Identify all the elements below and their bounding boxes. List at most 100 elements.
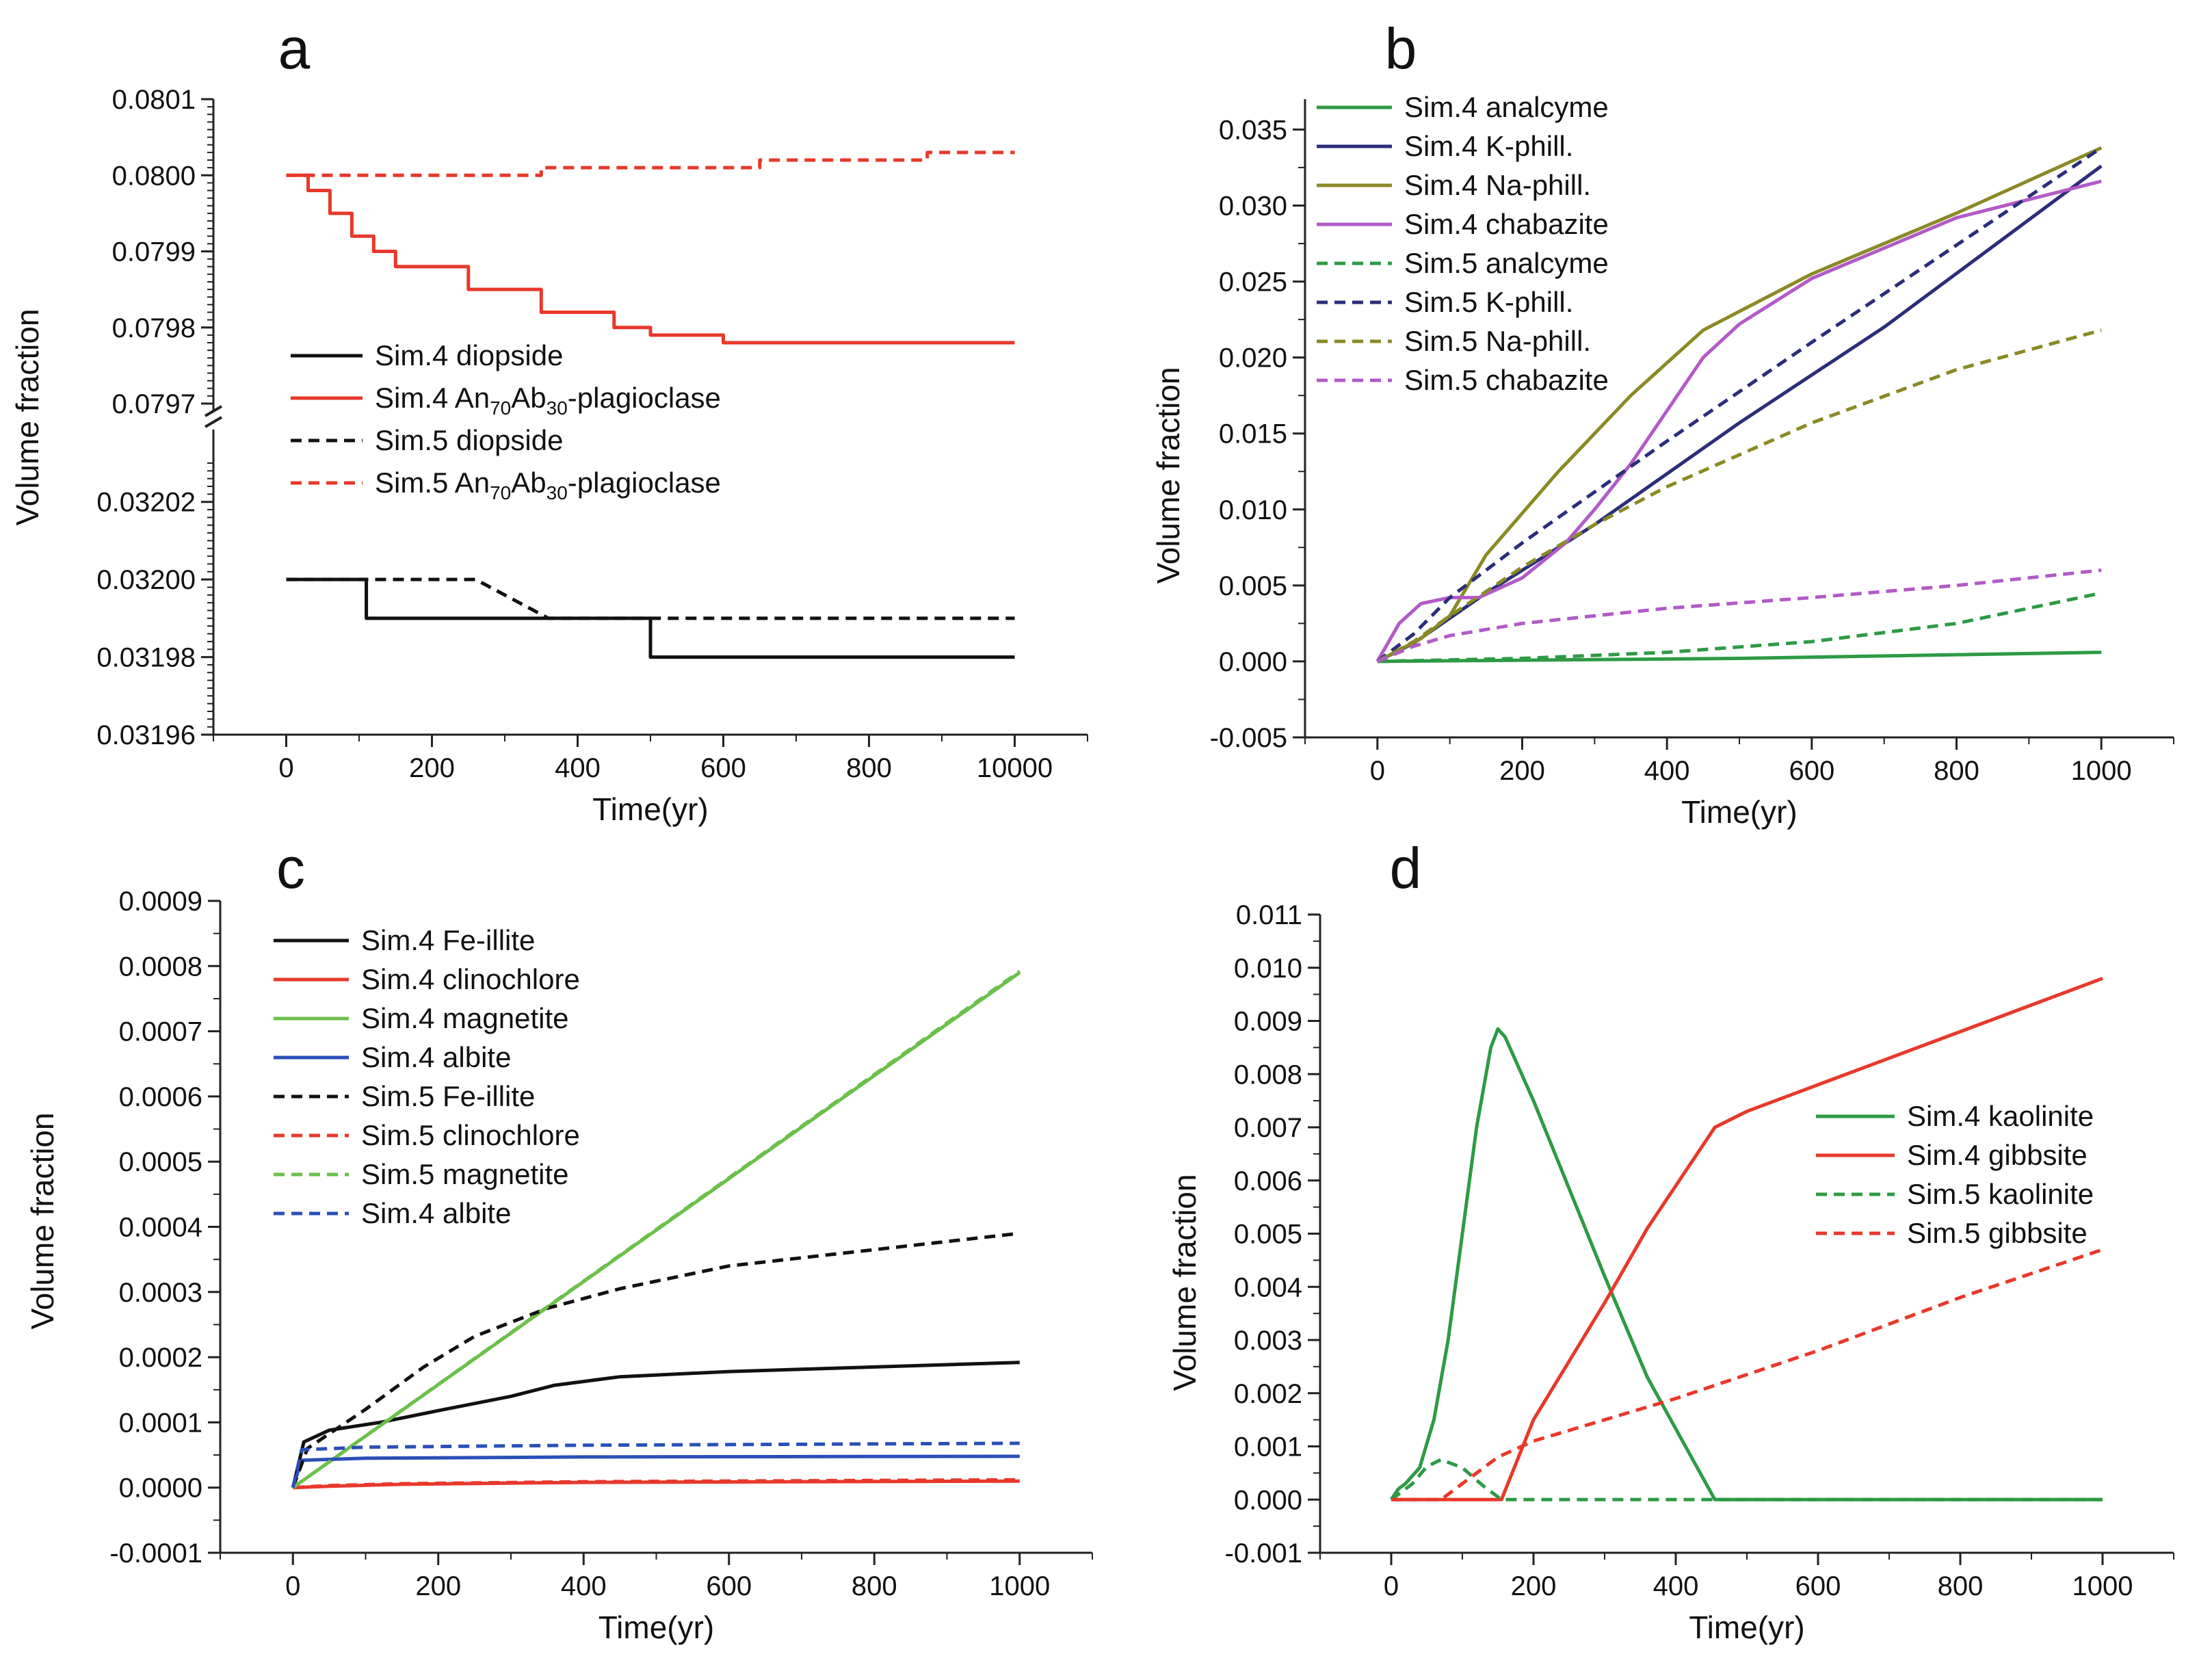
legend-label: Sim.5 clinochlore (361, 1119, 580, 1151)
x-axis-title: Time(yr) (598, 1610, 714, 1645)
y-tick-label: 0.0801 (112, 85, 196, 115)
x-axis-title: Time(yr) (1681, 794, 1797, 830)
legend-subscript: 30 (547, 482, 568, 503)
x-tick-label: 400 (555, 753, 601, 783)
x-tick-label: 400 (1644, 756, 1690, 786)
series-line-sim-5-fe-illite (291, 1231, 1021, 1488)
legend-label: Sim.4 chabazite (1404, 208, 1609, 240)
panel-label-b: b (1385, 16, 1417, 81)
legend-text-part: Ab (511, 467, 546, 499)
x-axis-title: Time(yr) (1689, 1610, 1804, 1645)
series-line-sim-5-k-phill- (1376, 146, 2103, 663)
series-line-sim-4-fe-illite (291, 1361, 1020, 1488)
series-line-sim-5-na-phill- (1376, 328, 2102, 664)
legend-label: Sim.4 Na-phill. (1404, 169, 1591, 201)
y-tick-label: 0.015 (1219, 419, 1287, 449)
y-tick-label: 0.03196 (96, 720, 196, 750)
y-tick-label: 0.0798 (112, 313, 196, 343)
legend-text-part: Ab (511, 382, 546, 414)
panel-label-a: a (278, 16, 311, 81)
legend-label: Sim.4 An70Ab30-plagioclase (375, 382, 721, 419)
series-line-sim-4-chabazite (1375, 179, 2102, 663)
y-tick-label: 0.002 (1234, 1379, 1302, 1409)
y-tick-label: 0.008 (1234, 1060, 1302, 1090)
series-line-sim-4-k-phill- (1376, 164, 2103, 664)
legend-label: Sim.4 gibbsite (1907, 1139, 2088, 1171)
x-tick-label: 800 (846, 753, 892, 783)
y-tick-label: 0.03202 (96, 488, 196, 518)
legend-label: Sim.5 kaolinite (1907, 1178, 2094, 1210)
legend-label: Sim.4 clinochlore (361, 963, 580, 995)
series-line-sim-5-analcyme (1377, 591, 2102, 664)
x-tick-label: 200 (1499, 756, 1545, 786)
x-tick-label: 200 (415, 1571, 461, 1601)
x-tick-label: 0 (1384, 1571, 1399, 1601)
y-tick-label: 0.010 (1219, 495, 1287, 525)
series-line-sim-4-gibbsite (1391, 976, 2103, 1501)
legend-label: Sim.5 gibbsite (1907, 1217, 2088, 1249)
y-tick-label: 0.0009 (119, 887, 202, 917)
legend-label: Sim.5 Fe-illite (361, 1080, 535, 1112)
y-tick-label: 0.030 (1219, 192, 1287, 222)
y-tick-label: 0.0000 (119, 1473, 202, 1504)
x-axis-b: 0 200 400 600 800 1000 Time(yr) (1304, 736, 2174, 830)
y-tick-label: 0.009 (1234, 1007, 1302, 1037)
y-tick-label: 0.004 (1234, 1272, 1302, 1302)
series-line-sim-5-clinochlore (293, 1478, 1020, 1490)
y-tick-label: 0.0799 (112, 237, 196, 267)
y-tick-label: 0.0797 (112, 389, 196, 419)
y-tick-label: 0.025 (1219, 267, 1287, 298)
y-tick-label: 0.001 (1234, 1432, 1302, 1462)
panel-label-d: d (1390, 836, 1422, 900)
legend-subscript: 70 (490, 397, 511, 419)
x-tick-label: 200 (1511, 1571, 1557, 1601)
y-tick-label: 0.0004 (119, 1213, 202, 1243)
legend-text-part: Sim.5 An (375, 467, 490, 499)
legend-label: Sim.5 chabazite (1404, 364, 1609, 396)
legend-text-part: Sim.4 An (375, 382, 490, 414)
x-tick-label: 10000 (977, 753, 1053, 783)
legend-label: Sim.4 K-phill. (1404, 130, 1573, 162)
x-tick-label: 400 (1653, 1571, 1699, 1601)
y-tick-label: 0.0008 (119, 951, 202, 982)
y-tick-label: 0.005 (1234, 1220, 1302, 1250)
legend-d: Sim.4 kaolinite Sim.4 gibbsite Sim.5 kaoli… (1816, 1100, 2094, 1249)
legend-label: Sim.4 magnetite (361, 1002, 568, 1034)
legend-label: Sim.5 An70Ab30-plagioclase (375, 467, 721, 503)
legend-label: Sim.5 analcyme (1404, 247, 1609, 279)
legend-label: Sim.4 diopside (375, 339, 563, 371)
y-tick-label: 0.000 (1234, 1485, 1302, 1515)
y-tick-label: 0.0002 (119, 1343, 202, 1373)
y-tick-label: 0.0001 (119, 1408, 202, 1438)
y-axis-a: 0.0797 0.0798 0.0799 0.0800 0.0801 0.03196 0.0… (96, 85, 223, 750)
y-tick-label: 0.020 (1219, 343, 1287, 373)
series-line-sim-5-gibbsite (1391, 1248, 2103, 1501)
y-axis-title: Volume fraction (1167, 1174, 1202, 1391)
y-tick-label: 0.000 (1219, 647, 1287, 677)
x-axis-c: 0 200 400 600 800 1000 Time(yr) (220, 1551, 1093, 1645)
y-tick-label: 0.03198 (96, 643, 196, 673)
x-tick-label: 400 (561, 1571, 607, 1601)
series-b (1375, 146, 2103, 664)
axis-break-mark (204, 416, 223, 428)
x-tick-label: 200 (409, 753, 455, 783)
series-line-sim-4-na-phill- (1376, 146, 2103, 664)
y-tick-label: 0.0003 (119, 1278, 202, 1308)
x-tick-label: 800 (852, 1571, 897, 1601)
legend-label: Sim.4 Fe-illite (361, 924, 535, 956)
x-tick-label: 1000 (989, 1571, 1050, 1601)
series-d (1389, 976, 2103, 1501)
x-axis-d: 0 200 400 600 800 1000 Time(yr) (1319, 1551, 2174, 1645)
series-line-sim-5-kaolinite (1390, 1458, 2103, 1501)
series-a (286, 150, 1015, 659)
y-axis-d: -0.001 0.000 0.001 0.002 0.003 0.004 0.005 0.00… (1225, 900, 1321, 1568)
legend-label: Sim.4 analcyme (1404, 91, 1609, 123)
series-line-sim-4-an70ab30-plagioclase (286, 173, 1015, 345)
legend-label: Sim.5 diopside (375, 424, 563, 456)
y-tick-label: 0.035 (1219, 115, 1287, 145)
y-tick-label: 0.007 (1234, 1113, 1302, 1143)
y-tick-label: -0.0001 (109, 1538, 202, 1568)
x-tick-label: 600 (1795, 1571, 1841, 1601)
series-line-sim-5-diopside (286, 577, 1015, 620)
series-line-sim-5-an70ab30-plagioclase (286, 150, 1015, 177)
